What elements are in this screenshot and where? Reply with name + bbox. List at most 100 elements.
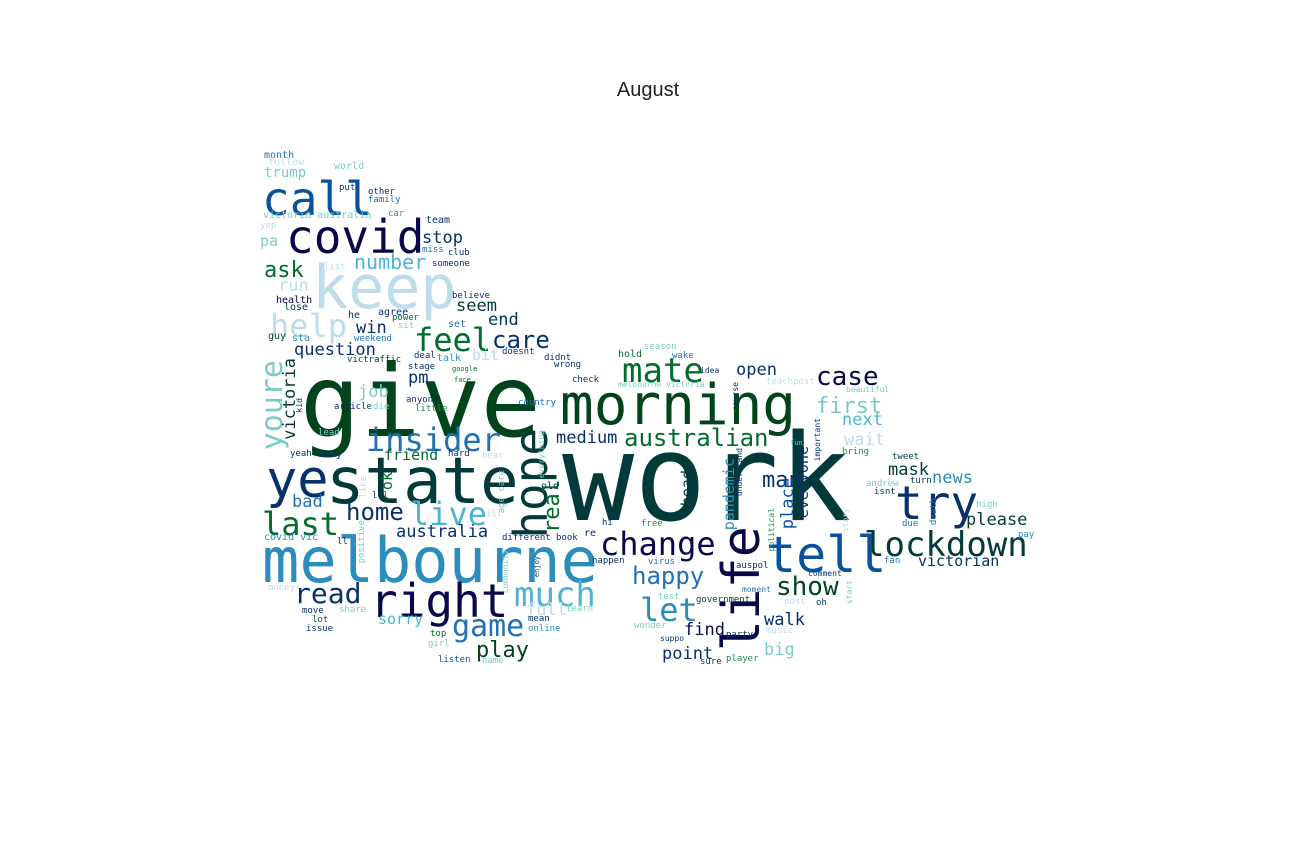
cloud-word-issue: issue [306, 624, 334, 634]
cloud-word-move: move [302, 606, 324, 616]
cloud-word-month: month [264, 150, 295, 161]
cloud-word-victoria-australia: victoria australia [263, 210, 372, 221]
cloud-word-name: name [482, 656, 504, 666]
cloud-word-anyone: anyone [406, 395, 439, 405]
cloud-word-big: big [764, 640, 795, 660]
cloud-word-auspol: auspol [736, 561, 769, 571]
cloud-word-ok: ok [378, 472, 396, 491]
cloud-word-play: play [476, 638, 529, 663]
cloud-word-girl: girl [428, 639, 450, 649]
cloud-word-different: different [502, 533, 551, 543]
cloud-word-tweet: tweet [892, 452, 920, 462]
cloud-word-insider: insider [366, 421, 501, 459]
cloud-word-sit: sit [398, 321, 415, 331]
cloud-word-car: car [388, 209, 405, 219]
cloud-word-australian: australian [624, 424, 769, 452]
cloud-word-post: post [784, 597, 806, 607]
cloud-word-other: other [368, 187, 396, 197]
cloud-word-victorian: victorian [918, 552, 1000, 570]
cloud-word-lol: lol [372, 491, 389, 501]
cloud-word-medium: medium [556, 428, 618, 448]
cloud-word-guy: guy [268, 331, 287, 342]
cloud-word-online: online [528, 624, 561, 634]
cloud-word-party: party [726, 630, 754, 640]
cloud-word-important: important [813, 418, 822, 462]
cloud-word-run: run [278, 276, 309, 296]
cloud-word-agree: agree [378, 307, 409, 318]
cloud-word-weekend: weekend [354, 334, 392, 344]
cloud-word-stop: stop [422, 228, 463, 248]
cloud-word-virus: virus [648, 557, 676, 567]
cloud-word-everyone: everyone [794, 446, 812, 519]
cloud-word-bad: bad [292, 492, 323, 512]
cloud-word-put: put [339, 183, 356, 193]
cloud-word-family: family [368, 195, 401, 205]
cloud-word-teachpost: teachpost [766, 377, 815, 387]
cloud-word-little: little [415, 404, 448, 414]
cloud-word-free: free [641, 519, 663, 529]
cloud-word-hold: hold [618, 349, 643, 360]
cloud-word-believe: believe [452, 291, 490, 301]
cloud-word-sorry: sorry [378, 610, 424, 628]
cloud-word-didnt: didnt [544, 353, 572, 363]
cloud-word-covid-vic: covid vic [264, 532, 319, 543]
cloud-word-age-care: age care [497, 470, 507, 514]
cloud-word-everything: everything [537, 430, 546, 479]
cloud-word-care: care [492, 326, 550, 354]
cloud-word-victraffic: victraffic [347, 355, 402, 365]
cloud-word-season: season [644, 342, 677, 352]
cloud-word-morning: morning [560, 373, 797, 438]
cloud-word-state: state [326, 445, 519, 519]
cloud-word-ye: ye [266, 450, 329, 510]
cloud-word-please: please [966, 510, 1028, 530]
cloud-word-yep: yep [260, 221, 277, 231]
cloud-word-number: number [354, 250, 427, 274]
cloud-word-pay: pay [1018, 530, 1035, 540]
cloud-word-head: head [678, 470, 696, 507]
cloud-word-country: country [518, 398, 556, 408]
cloud-word-home: home [346, 498, 404, 526]
cloud-word-lose: lose [284, 302, 309, 313]
cloud-word-point: point [662, 644, 714, 664]
cloud-word-open: open [736, 360, 777, 380]
cloud-word-article: article [334, 402, 372, 412]
cloud-word-melbourne: melbourne [262, 524, 598, 597]
cloud-word-stay: stay [318, 449, 343, 460]
cloud-word-first: first [816, 394, 883, 419]
cloud-word-keep: keep [312, 253, 457, 323]
cloud-word-death: death [929, 498, 939, 526]
cloud-word-start: start [845, 580, 854, 605]
cloud-word-much: much [514, 575, 596, 615]
cloud-word-game: game [452, 609, 525, 644]
cloud-word-question: question [294, 340, 376, 360]
cloud-word-google: google [452, 365, 478, 373]
cloud-word-money: money [268, 583, 296, 593]
cloud-word-let: let [640, 591, 698, 629]
cloud-word-find: find [684, 620, 725, 640]
cloud-word-wrong: wrong [554, 360, 582, 370]
cloud-word-lead: lead [318, 428, 340, 438]
cloud-word-positive: positive [357, 520, 367, 564]
cloud-word-happen: happen [592, 556, 625, 566]
cloud-word-melbourne-victoria: melbourne victoria [618, 380, 705, 389]
cloud-word-try: try [895, 476, 979, 530]
cloud-word-story: story [841, 508, 850, 533]
cloud-word-show: show [776, 572, 839, 602]
cloud-word-due: due [902, 519, 919, 529]
cloud-word-man: man [762, 468, 802, 493]
cloud-word-health: health [276, 295, 313, 306]
cloud-word-ll: ll [337, 537, 348, 547]
cloud-word-die: die [373, 402, 390, 412]
cloud-word-call: call [262, 172, 373, 226]
cloud-word-feel: feel [414, 321, 492, 359]
cloud-word-someone: someone [432, 259, 470, 269]
cloud-word-he: he [348, 310, 361, 321]
cloud-word-government: government [696, 595, 751, 605]
cloud-word-check: check [572, 375, 600, 385]
cloud-word-deal: deal [414, 351, 436, 361]
cloud-word-read: read [294, 577, 362, 610]
cloud-word-change: change [600, 525, 716, 563]
cloud-word-learn: learn [566, 604, 594, 614]
cloud-word-full: full [526, 600, 567, 620]
cloud-word-set: set [448, 319, 467, 330]
